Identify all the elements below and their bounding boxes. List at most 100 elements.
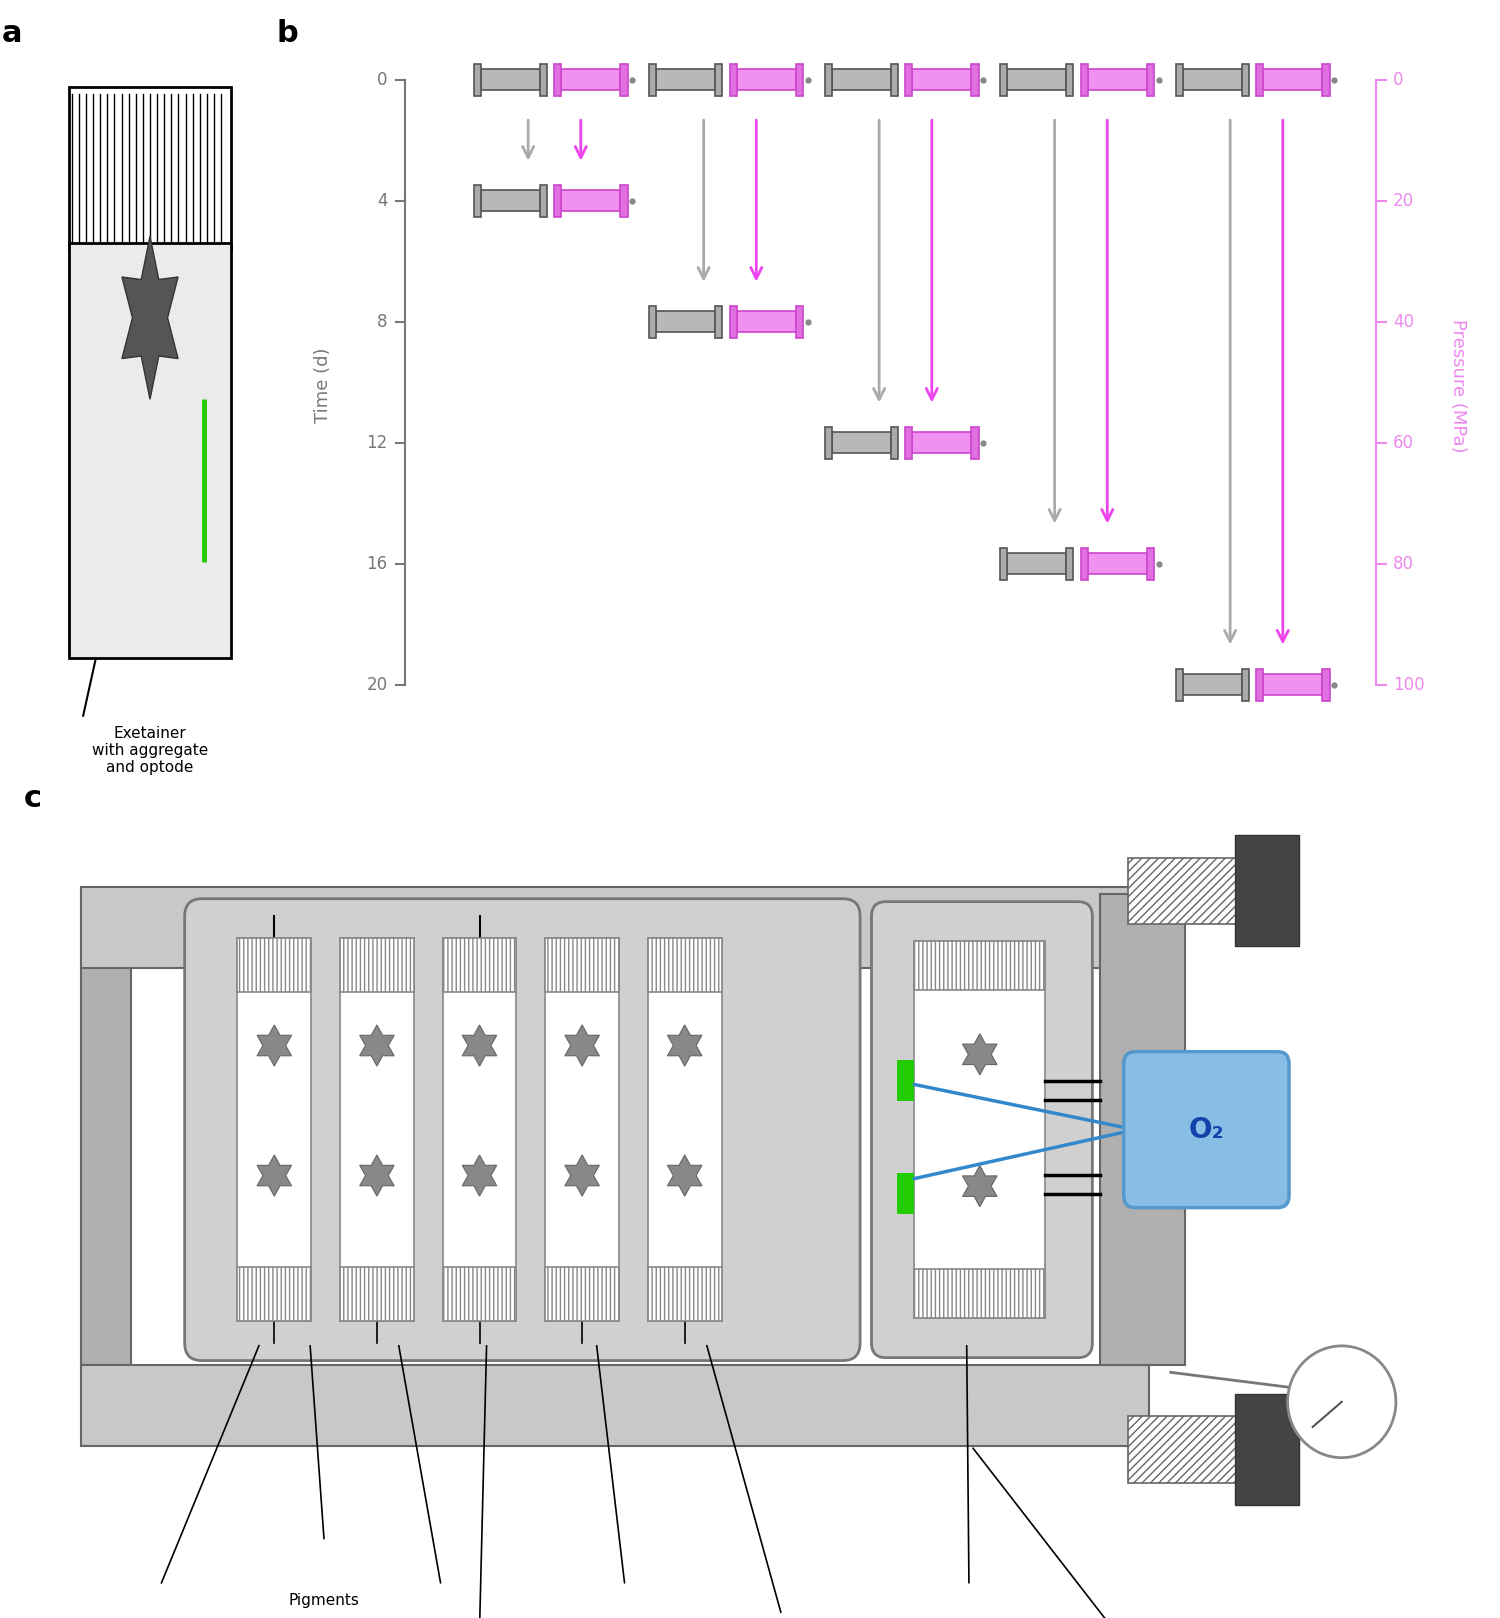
Bar bbox=[796, 306, 802, 338]
Polygon shape bbox=[256, 1155, 291, 1196]
Bar bbox=[1323, 668, 1329, 701]
Bar bbox=[480, 191, 540, 212]
Text: 80: 80 bbox=[1394, 555, 1414, 573]
Bar bbox=[716, 63, 723, 95]
Bar bbox=[340, 938, 414, 1320]
Bar bbox=[1242, 668, 1250, 701]
Bar bbox=[237, 938, 310, 1320]
Polygon shape bbox=[566, 1024, 600, 1066]
Bar bbox=[914, 942, 1046, 1319]
Bar bbox=[648, 938, 722, 992]
Text: Pressure (MPa): Pressure (MPa) bbox=[1449, 319, 1467, 453]
Bar bbox=[1088, 70, 1148, 91]
Circle shape bbox=[1287, 1346, 1396, 1458]
Text: 8: 8 bbox=[378, 312, 387, 330]
Bar bbox=[1100, 895, 1185, 1366]
Bar bbox=[442, 938, 516, 1320]
Text: b: b bbox=[276, 19, 298, 49]
Bar bbox=[1007, 70, 1066, 91]
Bar bbox=[914, 1269, 1046, 1319]
Bar bbox=[1263, 675, 1323, 696]
Bar bbox=[69, 243, 231, 657]
Bar bbox=[912, 70, 972, 91]
Bar bbox=[1263, 70, 1323, 91]
Bar bbox=[736, 70, 796, 91]
Polygon shape bbox=[462, 1024, 496, 1066]
Bar bbox=[81, 1366, 1149, 1446]
FancyBboxPatch shape bbox=[871, 901, 1092, 1358]
Polygon shape bbox=[360, 1155, 394, 1196]
Bar bbox=[648, 938, 722, 1320]
Bar bbox=[1148, 63, 1154, 95]
Bar bbox=[1176, 668, 1182, 701]
Polygon shape bbox=[668, 1155, 702, 1196]
Bar bbox=[561, 191, 621, 212]
Bar bbox=[1148, 547, 1154, 579]
Text: 20: 20 bbox=[366, 676, 387, 694]
Bar bbox=[825, 427, 831, 460]
Bar bbox=[1242, 63, 1250, 95]
Bar bbox=[1007, 553, 1066, 574]
Bar bbox=[972, 427, 978, 460]
Bar bbox=[1256, 63, 1263, 95]
Bar bbox=[650, 63, 656, 95]
Bar bbox=[442, 938, 516, 992]
Bar bbox=[729, 306, 736, 338]
Polygon shape bbox=[963, 1034, 998, 1074]
Bar bbox=[554, 184, 561, 217]
Bar bbox=[904, 427, 912, 460]
Bar bbox=[474, 184, 480, 217]
Bar bbox=[1128, 1416, 1250, 1482]
Bar bbox=[1256, 668, 1263, 701]
Bar bbox=[1000, 547, 1006, 579]
Bar bbox=[891, 427, 898, 460]
Bar bbox=[891, 63, 898, 95]
Bar bbox=[237, 938, 310, 992]
Bar bbox=[831, 432, 891, 453]
Bar bbox=[237, 1267, 310, 1320]
Bar bbox=[972, 63, 978, 95]
FancyBboxPatch shape bbox=[1124, 1052, 1288, 1207]
Bar bbox=[1088, 553, 1148, 574]
Bar bbox=[648, 1267, 722, 1320]
Bar bbox=[1066, 63, 1074, 95]
Bar bbox=[561, 70, 621, 91]
Bar bbox=[729, 63, 736, 95]
Bar bbox=[1234, 1395, 1299, 1505]
Polygon shape bbox=[963, 1165, 998, 1207]
Text: O₂: O₂ bbox=[1188, 1116, 1224, 1144]
Polygon shape bbox=[122, 236, 178, 400]
Bar bbox=[656, 70, 716, 91]
Polygon shape bbox=[668, 1024, 702, 1066]
Bar bbox=[736, 311, 796, 332]
Bar bbox=[540, 184, 548, 217]
Bar bbox=[621, 63, 627, 95]
Text: c: c bbox=[24, 785, 42, 812]
Bar bbox=[1128, 858, 1250, 924]
Bar bbox=[914, 942, 1046, 990]
Bar bbox=[544, 1267, 620, 1320]
Bar bbox=[69, 87, 231, 249]
Text: Exetainer
with aggregate
and optode: Exetainer with aggregate and optode bbox=[92, 725, 208, 775]
Bar bbox=[544, 938, 620, 1320]
Bar bbox=[716, 306, 723, 338]
Bar bbox=[554, 63, 561, 95]
Bar bbox=[1182, 70, 1242, 91]
FancyBboxPatch shape bbox=[184, 898, 859, 1361]
Text: 40: 40 bbox=[1394, 312, 1414, 330]
Text: 16: 16 bbox=[366, 555, 387, 573]
Text: Pigments: Pigments bbox=[288, 1594, 360, 1608]
Bar bbox=[1323, 63, 1329, 95]
Bar bbox=[831, 70, 891, 91]
Bar bbox=[81, 887, 1149, 968]
Text: a: a bbox=[2, 19, 22, 49]
Text: 0: 0 bbox=[378, 71, 387, 89]
Bar bbox=[621, 184, 627, 217]
Bar bbox=[1182, 675, 1242, 696]
Bar bbox=[480, 70, 540, 91]
Bar bbox=[340, 1267, 414, 1320]
Bar bbox=[1080, 547, 1088, 579]
Bar bbox=[340, 938, 414, 992]
Bar bbox=[912, 432, 972, 453]
Bar bbox=[825, 63, 831, 95]
